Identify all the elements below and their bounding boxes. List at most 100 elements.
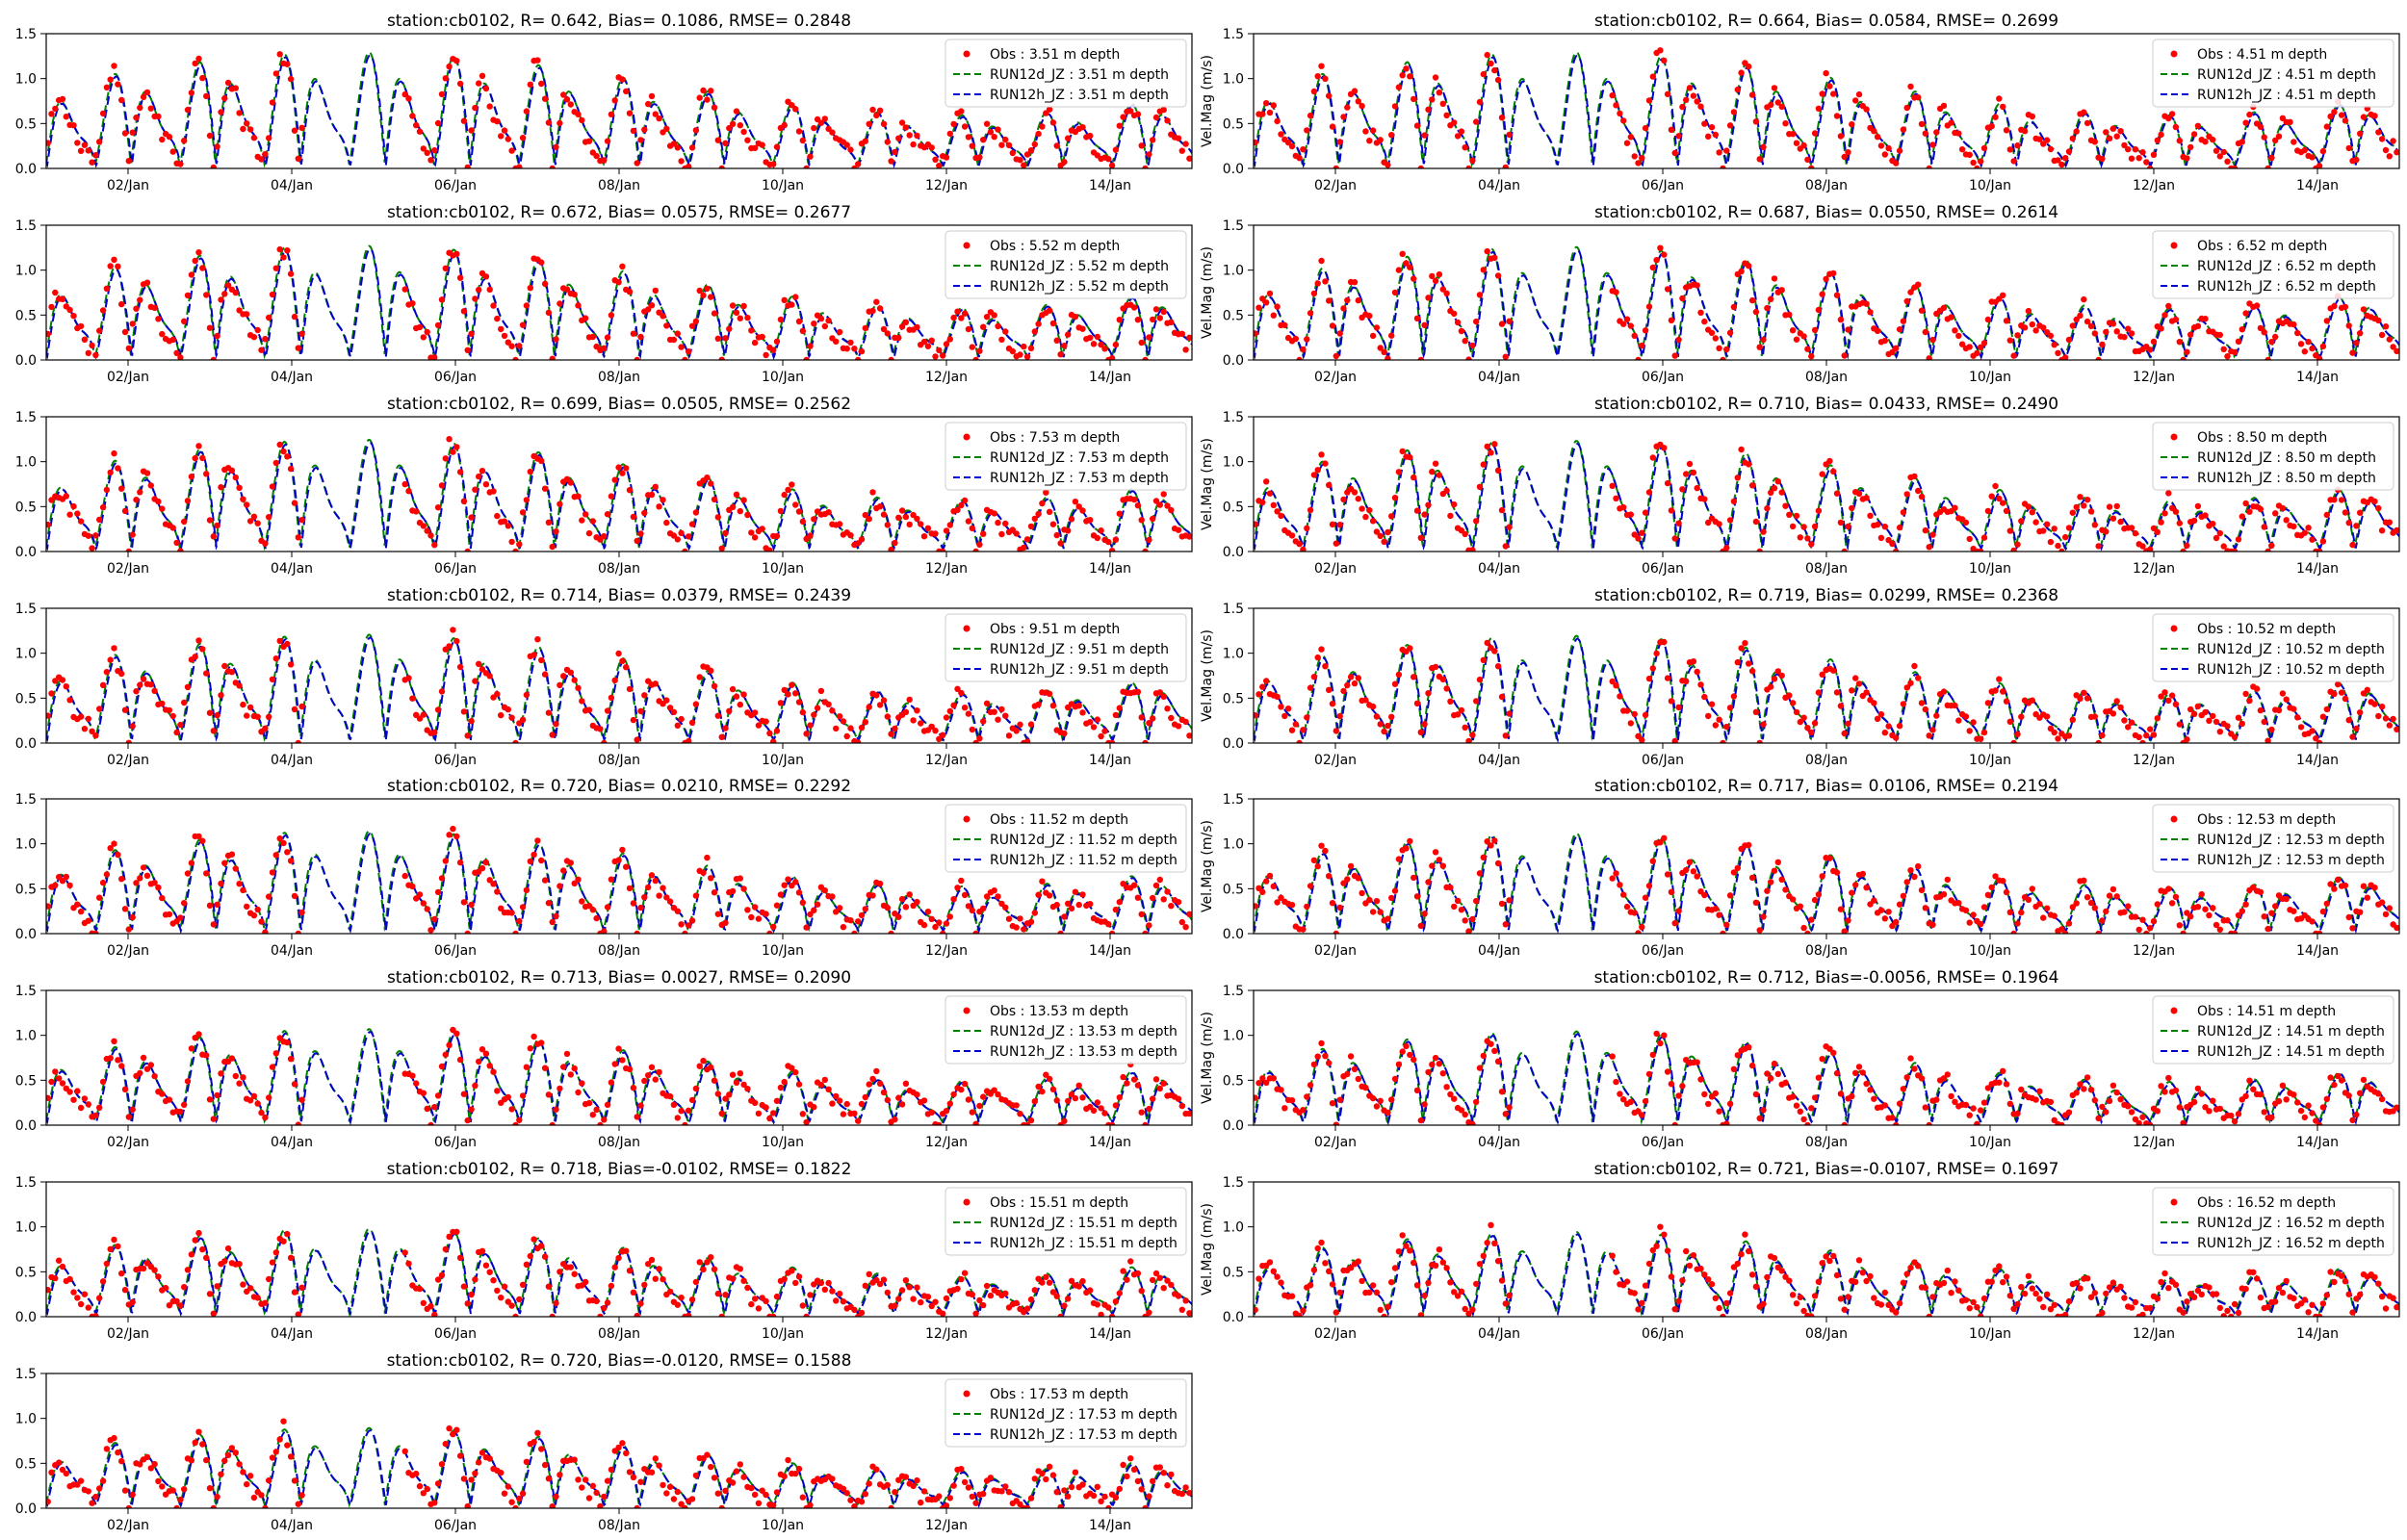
obs-point (77, 1477, 85, 1484)
obs-point (556, 883, 563, 889)
obs-point (1079, 124, 1086, 131)
obs-point (1292, 335, 1300, 343)
obs-point (729, 1071, 737, 1078)
obs-point (1760, 143, 1767, 150)
obs-point (652, 1076, 659, 1083)
obs-point (2224, 158, 2231, 165)
obs-point (2135, 1119, 2142, 1125)
obs-point (1631, 910, 1638, 916)
obs-point (1377, 1097, 1384, 1105)
obs-point (2279, 115, 2287, 122)
obs-point (1730, 109, 1738, 116)
obs-point (74, 140, 81, 146)
obs-point (902, 319, 910, 325)
obs-point (218, 1471, 224, 1477)
obs-point (111, 645, 117, 652)
x-tick-label: 06/Jan (434, 561, 477, 577)
obs-point (1730, 693, 1738, 700)
obs-point (1340, 687, 1347, 695)
obs-point (541, 1065, 549, 1071)
y-tick-label: 0.5 (15, 500, 37, 515)
obs-point (59, 1263, 66, 1270)
obs-point (1889, 348, 1896, 356)
obs-point (821, 1076, 828, 1084)
obs-point (401, 1448, 408, 1455)
obs-point (1992, 482, 1999, 490)
obs-point (1811, 130, 1819, 137)
obs-point (1881, 1102, 1889, 1109)
obs-point (2032, 1290, 2039, 1297)
obs-point (1046, 1463, 1053, 1471)
obs-point (1686, 859, 1694, 865)
obs-point (486, 1063, 493, 1069)
obs-point (954, 685, 961, 692)
obs-point (601, 739, 608, 743)
obs-point (1473, 118, 1480, 125)
obs-point (1391, 103, 1399, 110)
obs-point (1039, 1470, 1046, 1477)
obs-point (1130, 1076, 1138, 1083)
obs-point (1116, 1094, 1124, 1101)
obs-point (608, 312, 615, 319)
legend-label: RUN12d_JZ : 16.52 m depth (2197, 1216, 2385, 1231)
obs-point (523, 108, 531, 115)
obs-point (1407, 645, 1413, 652)
obs-point (2003, 1081, 2010, 1088)
obs-point (1116, 122, 1124, 129)
obs-point (1789, 131, 1797, 138)
obs-point (700, 1058, 707, 1065)
obs-point (1502, 353, 1510, 360)
obs-point (1738, 446, 1745, 453)
legend-label: Obs : 11.52 m depth (990, 812, 1128, 828)
obs-point (2150, 151, 2158, 158)
obs-point (2176, 339, 2183, 346)
legend-label: RUN12h_JZ : 5.52 m depth (990, 279, 1169, 295)
obs-point (2316, 1121, 2323, 1125)
x-tick-label: 06/Jan (1642, 1326, 1684, 1342)
obs-point (169, 1487, 176, 1494)
obs-point (96, 1104, 103, 1112)
obs-point (755, 1500, 763, 1507)
obs-point (1458, 128, 1465, 135)
obs-point (103, 84, 111, 91)
obs-point (1800, 714, 1807, 721)
obs-point (637, 530, 644, 537)
obs-point (571, 1270, 578, 1277)
obs-point (1451, 903, 1458, 911)
obs-point (1498, 693, 1506, 701)
obs-point (240, 496, 246, 502)
obs-point (1031, 328, 1039, 335)
obs-point (829, 1288, 836, 1295)
obs-point (1631, 332, 1638, 339)
obs-point (1385, 355, 1391, 360)
obs-point (118, 876, 125, 883)
obs-point (1789, 896, 1797, 903)
obs-point (534, 1429, 541, 1437)
obs-point (1108, 548, 1116, 552)
obs-point (2165, 886, 2172, 892)
obs-point (1877, 907, 1885, 913)
subplot-title: station:cb0102, R= 0.719, Bias= 0.0299, … (1594, 586, 2058, 605)
obs-point (77, 322, 85, 330)
obs-point (759, 333, 765, 341)
obs-point (553, 912, 559, 919)
obs-point (807, 722, 814, 729)
obs-point (2345, 520, 2352, 526)
obs-point (298, 124, 305, 131)
obs-point (755, 1305, 763, 1312)
obs-point (560, 91, 567, 98)
obs-point (1657, 839, 1664, 846)
obs-point (1318, 646, 1325, 653)
obs-point (169, 336, 176, 344)
obs-point (2316, 355, 2323, 360)
obs-point (995, 322, 1001, 330)
obs-point (1645, 303, 1653, 310)
obs-point (166, 706, 173, 714)
obs-point (181, 699, 188, 706)
obs-point (2154, 137, 2161, 143)
obs-point (2342, 509, 2349, 516)
obs-point (476, 80, 482, 87)
obs-point (2301, 529, 2308, 536)
obs-point (980, 530, 987, 537)
obs-point (1476, 483, 1484, 490)
